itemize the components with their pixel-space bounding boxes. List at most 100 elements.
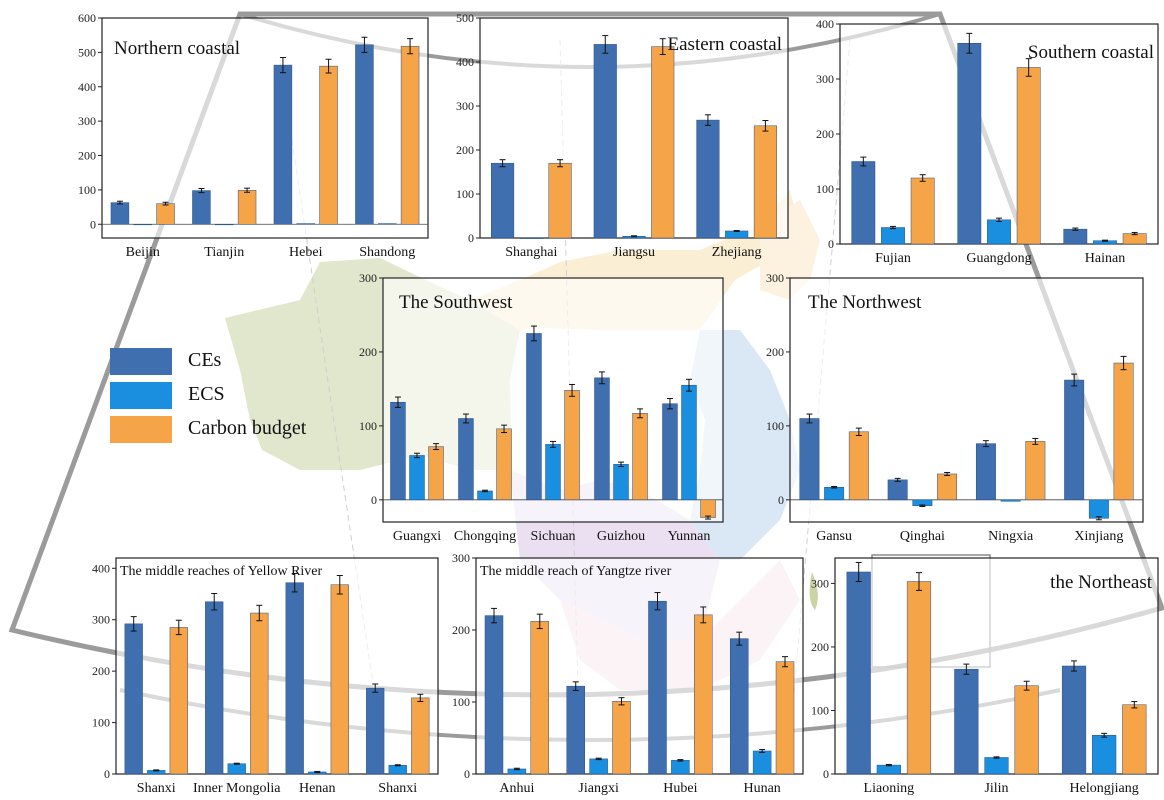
y-tick-label: 100	[811, 703, 829, 717]
legend-label-ces: CEs	[188, 349, 222, 371]
bar-ces	[957, 43, 982, 245]
bar-ces	[566, 685, 585, 775]
bar-ecs	[1088, 499, 1109, 519]
bar-carbon-budget	[694, 614, 713, 775]
bar-ecs	[296, 223, 315, 225]
y-tick-label: 300	[92, 613, 110, 627]
x-category-label: Tianjin	[204, 245, 244, 260]
bar-carbon-budget	[848, 431, 869, 501]
bar-ecs	[881, 227, 905, 245]
x-category-label: Zhejiang	[712, 245, 762, 260]
y-tick-label: 200	[359, 345, 377, 359]
chart-middle-yangtze-river: 0 100 200 300 Anhui Jiangxi Hubei Hunan The midd…	[440, 551, 805, 800]
y-tick-label: 0	[468, 231, 474, 245]
bar-ecs	[388, 765, 407, 775]
x-category-label: Henan	[299, 781, 336, 796]
legend-item-ecs: ECS	[110, 382, 330, 410]
chart-svg: 0 100 200 300 400 Shanxi Inner Mongolia Henan Sh…	[92, 557, 439, 796]
bar-ces	[846, 571, 871, 775]
plot-frame	[101, 17, 429, 239]
bar-carbon-budget	[612, 701, 631, 775]
bar-ces	[799, 418, 820, 501]
bar-ces	[526, 333, 542, 501]
bar-carbon-budget	[1016, 67, 1041, 245]
x-category-label: Jiangsu	[613, 245, 655, 260]
bar-carbon-budget	[250, 612, 269, 775]
x-category-label: Liaoning	[864, 781, 915, 796]
chart-svg: 0 100 200 300 400 500 600 Beijin Tianjin Hebei Sha…	[78, 11, 429, 260]
bar-carbon-budget	[319, 65, 338, 225]
bar-carbon-budget	[632, 413, 648, 501]
y-tick-label: 300	[456, 99, 474, 113]
y-tick-label: 200	[811, 640, 829, 654]
bar-ecs	[984, 757, 1009, 775]
chart-title: The middle reach of Yangtze river	[480, 564, 672, 579]
bar-ces	[1064, 379, 1085, 501]
bar-ces	[458, 418, 474, 501]
chart-title: The Southwest	[399, 292, 513, 313]
bar-carbon-budget	[330, 584, 349, 775]
y-tick-label: 300	[359, 271, 377, 285]
bar-ces	[648, 600, 667, 775]
plot-frame	[839, 23, 1159, 245]
y-tick-label: 0	[90, 217, 96, 231]
x-category-label: Beijin	[126, 245, 160, 260]
y-tick-label: 500	[456, 11, 474, 25]
bar-carbon-budget	[700, 499, 716, 518]
bar-ces	[887, 479, 908, 501]
bar-carbon-budget	[937, 473, 958, 501]
bar-ces	[491, 162, 515, 239]
x-category-label: Guangxi	[393, 529, 441, 544]
y-tick-label: 200	[766, 345, 784, 359]
chart-svg: 0 100 200 300 Liaoning Jilin Helongjiang the No…	[811, 557, 1159, 796]
bar-ces	[273, 64, 293, 225]
chart-title: The Northwest	[808, 292, 922, 313]
x-category-label: Hainan	[1085, 251, 1125, 266]
bar-ecs	[227, 763, 246, 775]
legend: CEs ECS Carbon budget	[110, 348, 330, 444]
y-tick-label: 600	[78, 11, 96, 25]
x-category-label: Qinghai	[900, 529, 945, 544]
legend-label-ecs: ECS	[188, 383, 225, 405]
bar-carbon-budget	[156, 203, 175, 225]
y-tick-label: 100	[456, 187, 474, 201]
bar-carbon-budget	[1025, 441, 1046, 501]
x-category-label: Helongjiang	[1070, 781, 1139, 796]
legend-label-carbon-budget: Carbon budget	[188, 417, 307, 439]
y-tick-label: 500	[78, 45, 96, 59]
chart-svg: 0 100 200 300 Anhui Jiangxi Hubei Hunan The midd…	[452, 551, 804, 796]
chart-title: The middle reaches of Yellow River	[120, 564, 323, 579]
y-tick-label: 200	[452, 623, 470, 637]
chart-title: the Northeast	[1050, 572, 1153, 593]
bar-ces	[366, 687, 385, 775]
bar-ecs	[752, 750, 772, 775]
y-tick-label: 300	[78, 114, 96, 128]
bar-ces	[696, 119, 720, 239]
x-category-label: Fujian	[875, 251, 911, 266]
y-tick-label: 100	[92, 716, 110, 730]
bar-carbon-budget	[1113, 362, 1134, 501]
bar-carbon-budget	[1122, 704, 1147, 775]
bar-ecs	[378, 223, 397, 225]
y-tick-label: 100	[359, 419, 377, 433]
chart-svg: 0 100 200 300 400 500 Shanghai Jiangsu Zhejiang E…	[456, 11, 789, 260]
x-category-label: Shandong	[359, 245, 415, 260]
x-category-label: Jiangxi	[578, 781, 619, 796]
x-category-label: Inner Mongolia	[193, 781, 281, 796]
x-category-label: Shanghai	[505, 245, 557, 260]
x-category-label: Hebei	[289, 245, 323, 260]
bar-ces	[594, 377, 610, 501]
bar-ecs	[613, 464, 629, 501]
bar-ecs	[477, 490, 493, 501]
bar-ecs	[876, 764, 901, 775]
y-tick-label: 200	[78, 149, 96, 163]
chart-northeast: 0 100 200 300 Liaoning Jilin Helongjiang the No…	[795, 552, 1160, 800]
x-category-label: Jilin	[984, 781, 1008, 796]
bar-ces	[662, 403, 678, 501]
chart-northern-coastal: 0 100 200 300 400 500 600 Beijin Tianjin Hebei Sha…	[60, 11, 430, 264]
bar-ces	[355, 44, 374, 225]
bar-ecs	[215, 224, 234, 226]
bar-ces	[205, 601, 224, 775]
x-category-label: Guizhou	[597, 529, 645, 544]
bar-carbon-budget	[775, 661, 795, 775]
